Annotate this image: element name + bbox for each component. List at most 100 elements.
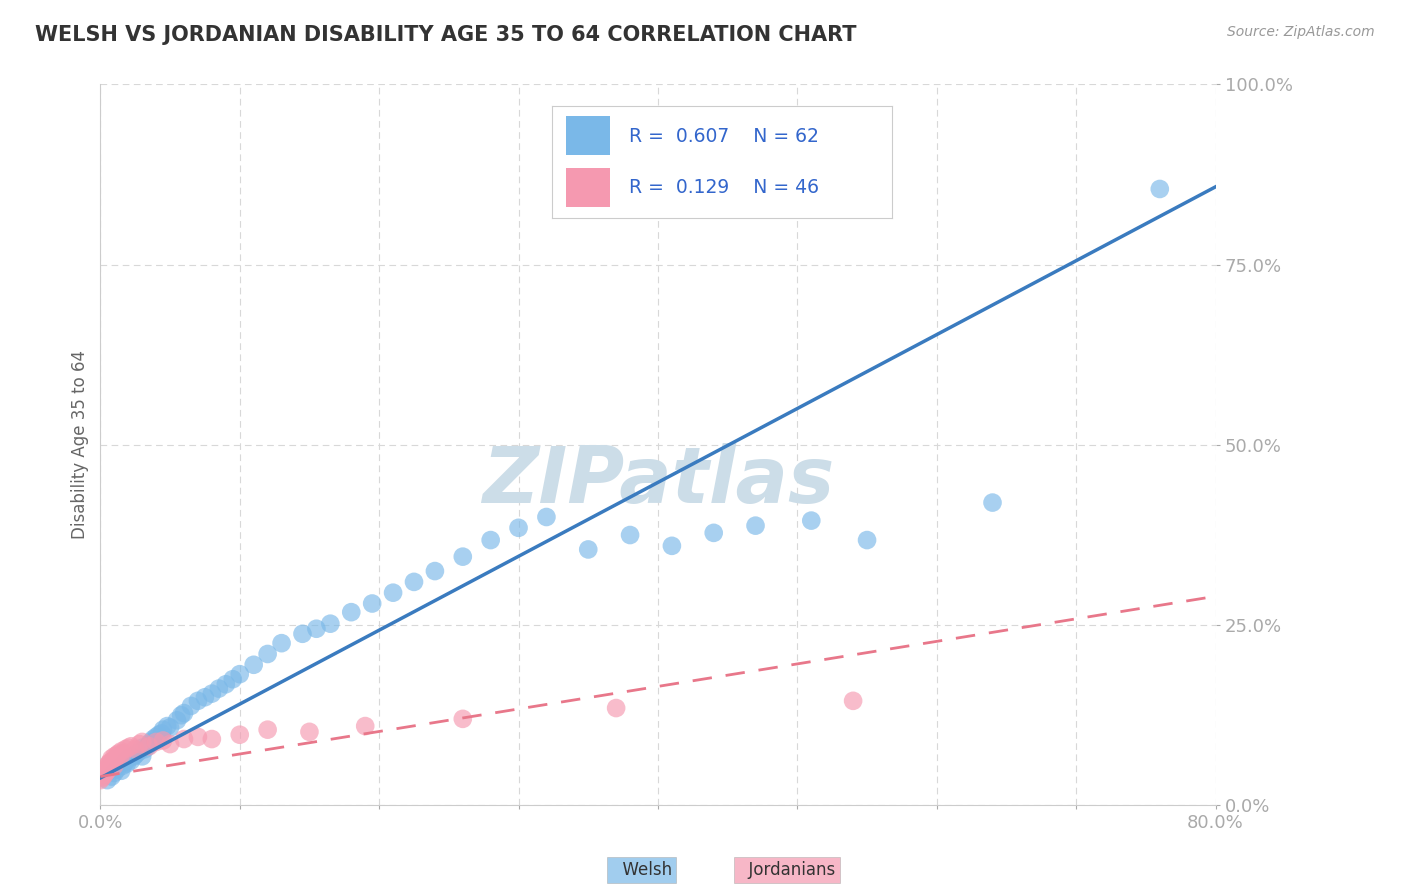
Point [97, 756, 120, 771]
Point [105, 762, 128, 776]
Point [91, 770, 114, 784]
Point [451, 712, 474, 726]
Point [124, 747, 146, 762]
Point [152, 723, 174, 737]
Point [90, 771, 112, 785]
Point [89, 773, 111, 788]
Point [156, 719, 179, 733]
Point [173, 706, 195, 720]
Text: WELSH VS JORDANIAN DISABILITY AGE 35 TO 64 CORRELATION CHART: WELSH VS JORDANIAN DISABILITY AGE 35 TO … [35, 25, 856, 45]
Point [201, 687, 224, 701]
Point [201, 732, 224, 747]
Point [291, 627, 314, 641]
Point [194, 690, 217, 705]
Point [103, 766, 125, 780]
Point [270, 636, 292, 650]
Point [215, 677, 238, 691]
Point [122, 749, 145, 764]
Point [981, 495, 1004, 509]
Point [142, 732, 165, 747]
Point [107, 747, 129, 761]
Point [115, 756, 138, 771]
Text: ZIPatlas: ZIPatlas [482, 443, 834, 519]
Point [361, 597, 384, 611]
Point [94, 765, 117, 780]
Point [120, 739, 142, 754]
Point [1149, 182, 1171, 196]
Point [96, 758, 118, 772]
Text: Source: ZipAtlas.com: Source: ZipAtlas.com [1227, 25, 1375, 39]
Point [319, 616, 342, 631]
Point [187, 730, 209, 744]
Point [110, 744, 132, 758]
Point [111, 747, 134, 761]
Point [402, 574, 425, 589]
Text: Welsh: Welsh [612, 861, 672, 879]
Point [145, 730, 167, 744]
Point [105, 747, 128, 762]
Point [159, 721, 181, 735]
Point [605, 701, 627, 715]
Point [100, 751, 122, 765]
Point [479, 533, 502, 547]
Point [703, 525, 725, 540]
Point [134, 742, 156, 756]
Point [128, 744, 150, 758]
Point [145, 735, 167, 749]
Point [180, 698, 202, 713]
Point [114, 742, 136, 756]
Point [100, 756, 122, 771]
Point [354, 719, 377, 733]
Point [108, 749, 131, 764]
Point [97, 761, 120, 775]
Point [170, 708, 193, 723]
Point [159, 737, 181, 751]
Point [229, 728, 252, 742]
Point [111, 758, 134, 772]
Point [114, 755, 136, 769]
Point [661, 539, 683, 553]
Point [117, 751, 139, 765]
Point [173, 732, 195, 747]
Point [98, 758, 121, 772]
Point [298, 724, 321, 739]
Point [125, 747, 148, 761]
Point [536, 510, 558, 524]
Point [148, 728, 170, 742]
Point [229, 667, 252, 681]
Point [800, 514, 823, 528]
Point [90, 768, 112, 782]
Point [451, 549, 474, 564]
Point [91, 766, 114, 780]
Point [222, 672, 245, 686]
Point [139, 735, 162, 749]
Text: Jordanians: Jordanians [738, 861, 835, 879]
Point [93, 764, 115, 778]
Point [124, 742, 146, 756]
Point [128, 737, 150, 751]
Point [131, 740, 153, 755]
Point [103, 758, 125, 772]
Point [187, 694, 209, 708]
Point [131, 749, 153, 764]
Point [103, 749, 125, 764]
Point [256, 723, 278, 737]
Point [138, 739, 160, 754]
Point [96, 773, 118, 788]
Point [619, 528, 641, 542]
Point [382, 585, 405, 599]
Point [93, 767, 115, 781]
Point [117, 740, 139, 755]
Point [152, 733, 174, 747]
Point [138, 737, 160, 751]
Point [856, 533, 879, 547]
Point [110, 764, 132, 778]
Point [242, 657, 264, 672]
Point [98, 755, 121, 769]
Point [744, 518, 766, 533]
Point [423, 564, 446, 578]
Point [94, 762, 117, 776]
Point [136, 739, 159, 754]
Point [104, 751, 127, 765]
Point [340, 605, 363, 619]
